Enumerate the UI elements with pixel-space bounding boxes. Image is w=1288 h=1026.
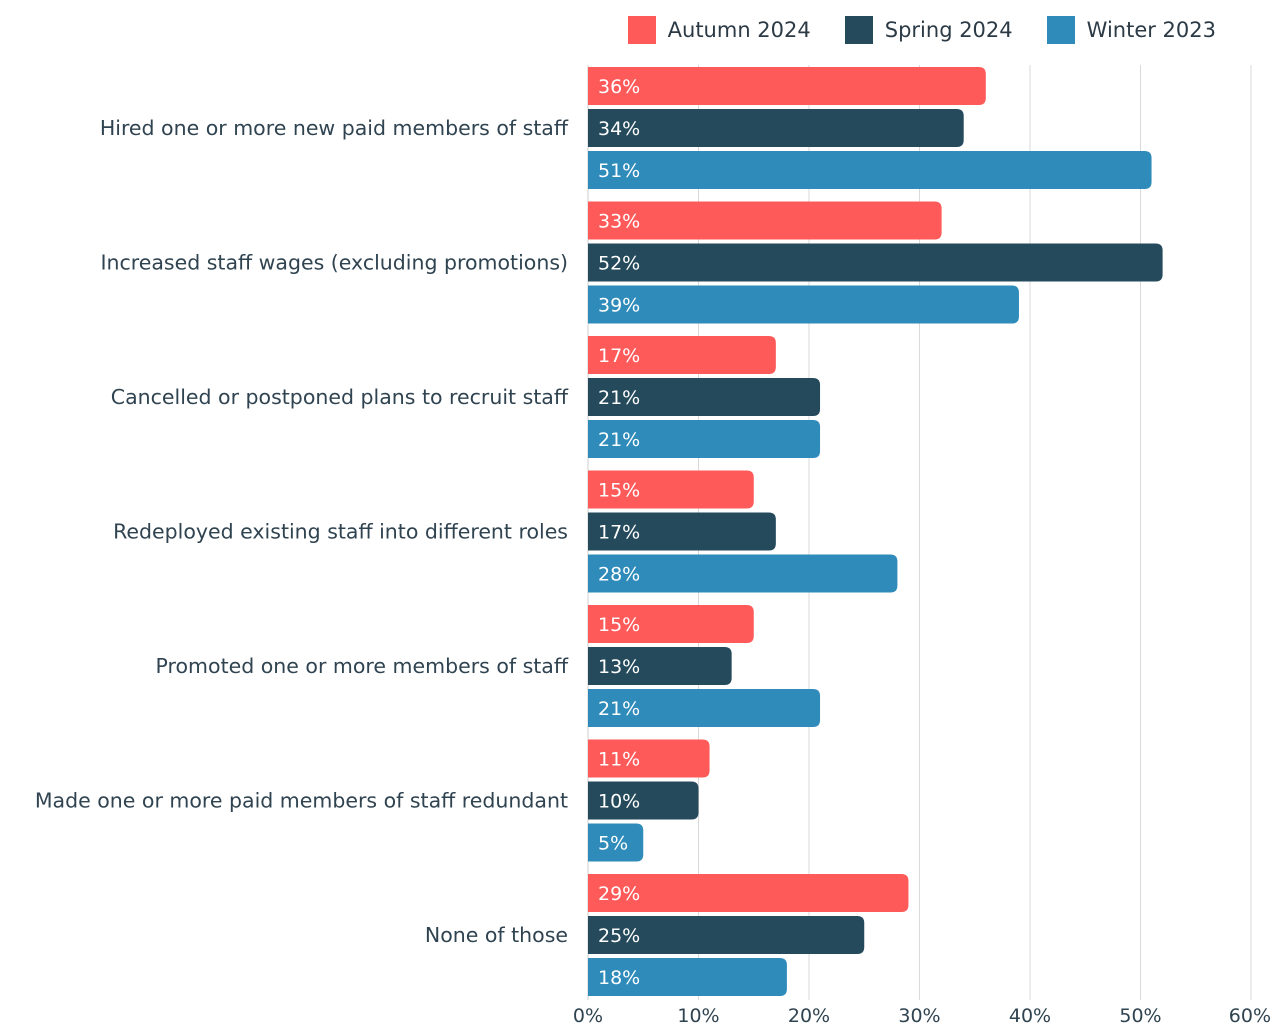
data-label-spring-2024-none-of-those: 25% xyxy=(598,925,640,947)
bar-autumn-2024-none-of-those xyxy=(588,874,909,912)
category-label-hired-one-or-more-new-paid-members-of-staff: Hired one or more new paid members of st… xyxy=(100,116,569,140)
data-label-spring-2024-made-one-or-more-paid-members-of-staff-redundant: 10% xyxy=(598,791,640,813)
data-label-spring-2024-increased-staff-wages-excluding-promotions: 52% xyxy=(598,253,640,275)
data-label-autumn-2024-redeployed-existing-staff-into-different-roles: 15% xyxy=(598,480,640,502)
data-label-winter-2023-increased-staff-wages-excluding-promotions: 39% xyxy=(598,295,640,317)
bar-spring-2024-redeployed-existing-staff-into-different-roles xyxy=(588,512,776,551)
bar-autumn-2024-cancelled-or-postponed-plans-to-recruit-staff xyxy=(588,336,776,374)
data-label-autumn-2024-none-of-those: 29% xyxy=(598,883,640,905)
data-label-spring-2024-redeployed-existing-staff-into-different-roles: 17% xyxy=(598,522,640,544)
bar-winter-2023-made-one-or-more-paid-members-of-staff-redundant xyxy=(588,823,644,862)
legend: Autumn 2024 Spring 2024 Winter 2023 xyxy=(627,16,1216,44)
bar-spring-2024-hired-one-or-more-new-paid-members-of-staff xyxy=(588,109,964,147)
bar-autumn-2024-redeployed-existing-staff-into-different-roles xyxy=(588,470,754,509)
data-label-winter-2023-made-one-or-more-paid-members-of-staff-redundant: 5% xyxy=(598,833,628,855)
bar-spring-2024-none-of-those xyxy=(588,916,865,954)
data-label-autumn-2024-increased-staff-wages-excluding-promotions: 33% xyxy=(598,211,640,233)
bar-winter-2023-redeployed-existing-staff-into-different-roles xyxy=(588,554,898,593)
data-label-winter-2023-cancelled-or-postponed-plans-to-recruit-staff: 21% xyxy=(598,429,640,451)
x-tick-label-10: 10% xyxy=(677,1005,719,1026)
x-tick-label-20: 20% xyxy=(788,1005,830,1026)
bar-winter-2023-none-of-those xyxy=(588,958,787,996)
category-label-increased-staff-wages-excluding-promotions: Increased staff wages (excluding promoti… xyxy=(100,251,568,275)
legend-swatch-winter-2023 xyxy=(1046,16,1075,44)
data-label-spring-2024-hired-one-or-more-new-paid-members-of-staff: 34% xyxy=(598,118,640,140)
bar-autumn-2024-promoted-one-or-more-members-of-staff xyxy=(588,605,754,643)
bar-autumn-2024-hired-one-or-more-new-paid-members-of-staff xyxy=(588,67,986,105)
legend-label-winter-2023: Winter 2023 xyxy=(1086,18,1216,42)
data-label-winter-2023-hired-one-or-more-new-paid-members-of-staff: 51% xyxy=(598,160,640,182)
bar-autumn-2024-increased-staff-wages-excluding-promotions xyxy=(588,201,942,240)
category-label-promoted-one-or-more-members-of-staff: Promoted one or more members of staff xyxy=(156,654,569,678)
data-label-spring-2024-promoted-one-or-more-members-of-staff: 13% xyxy=(598,656,640,678)
bar-spring-2024-made-one-or-more-paid-members-of-staff-redundant xyxy=(588,781,699,820)
data-label-spring-2024-cancelled-or-postponed-plans-to-recruit-staff: 21% xyxy=(598,387,640,409)
legend-item-autumn-2024: Autumn 2024 xyxy=(627,16,811,44)
x-tick-label-60: 60% xyxy=(1229,1005,1271,1026)
bar-winter-2023-promoted-one-or-more-members-of-staff xyxy=(588,689,821,727)
bar-winter-2023-hired-one-or-more-new-paid-members-of-staff xyxy=(588,151,1152,189)
bar-spring-2024-increased-staff-wages-excluding-promotions xyxy=(588,243,1163,282)
category-label-redeployed-existing-staff-into-different-roles: Redeployed existing staff into different… xyxy=(113,520,568,544)
data-label-autumn-2024-cancelled-or-postponed-plans-to-recruit-staff: 17% xyxy=(598,345,640,367)
legend-item-winter-2023: Winter 2023 xyxy=(1046,16,1216,44)
data-label-winter-2023-promoted-one-or-more-members-of-staff: 21% xyxy=(598,698,640,720)
category-label-cancelled-or-postponed-plans-to-recruit-staff: Cancelled or postponed plans to recruit … xyxy=(111,385,569,409)
legend-swatch-autumn-2024 xyxy=(627,16,656,44)
category-label-none-of-those: None of those xyxy=(425,923,568,947)
bar-spring-2024-promoted-one-or-more-members-of-staff xyxy=(588,647,732,685)
bar-winter-2023-increased-staff-wages-excluding-promotions xyxy=(588,285,1019,324)
data-label-autumn-2024-hired-one-or-more-new-paid-members-of-staff: 36% xyxy=(598,76,640,98)
data-label-winter-2023-redeployed-existing-staff-into-different-roles: 28% xyxy=(598,564,640,586)
category-label-made-one-or-more-paid-members-of-staff-redundant: Made one or more paid members of staff r… xyxy=(35,789,568,813)
x-tick-label-30: 30% xyxy=(898,1005,940,1026)
data-label-winter-2023-none-of-those: 18% xyxy=(598,967,640,989)
data-label-autumn-2024-promoted-one-or-more-members-of-staff: 15% xyxy=(598,614,640,636)
legend-label-spring-2024: Spring 2024 xyxy=(884,18,1013,42)
x-tick-label-40: 40% xyxy=(1009,1005,1051,1026)
legend-swatch-spring-2024 xyxy=(844,16,873,44)
bar-winter-2023-cancelled-or-postponed-plans-to-recruit-staff xyxy=(588,420,821,458)
legend-label-autumn-2024: Autumn 2024 xyxy=(667,18,811,42)
data-label-autumn-2024-made-one-or-more-paid-members-of-staff-redundant: 11% xyxy=(598,749,640,771)
bar-spring-2024-cancelled-or-postponed-plans-to-recruit-staff xyxy=(588,378,821,416)
x-tick-label-50: 50% xyxy=(1119,1005,1161,1026)
legend-item-spring-2024: Spring 2024 xyxy=(844,16,1013,44)
x-tick-label-0: 0% xyxy=(573,1005,603,1026)
bar-autumn-2024-made-one-or-more-paid-members-of-staff-redundant xyxy=(588,739,710,778)
